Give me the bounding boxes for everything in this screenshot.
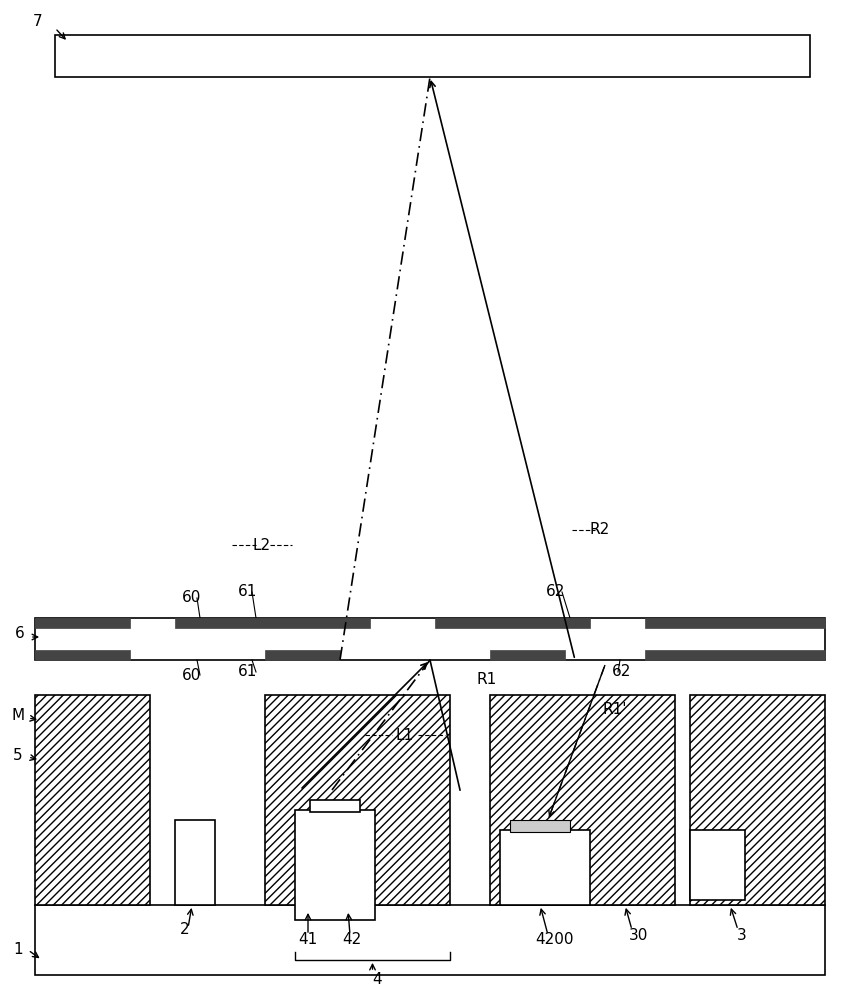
Text: 61: 61: [238, 664, 257, 680]
Bar: [645, 618, 825, 628]
Bar: [295, 810, 375, 920]
Text: 60: 60: [183, 668, 201, 682]
Bar: [690, 695, 825, 905]
Bar: [265, 695, 450, 905]
Bar: [35, 650, 130, 660]
Bar: [500, 830, 590, 905]
Text: 61: 61: [238, 584, 257, 599]
Text: 60: 60: [183, 590, 201, 605]
Text: M: M: [11, 708, 25, 722]
Text: 3: 3: [737, 928, 746, 942]
Bar: [690, 830, 745, 900]
Text: 42: 42: [343, 932, 362, 948]
Text: 5: 5: [13, 748, 22, 762]
Text: R1: R1: [477, 672, 497, 688]
Bar: [310, 800, 360, 812]
Bar: [490, 695, 675, 905]
Bar: [435, 618, 590, 628]
Text: R2: R2: [590, 522, 610, 538]
Bar: [35, 618, 130, 628]
Text: 1: 1: [13, 942, 22, 958]
Bar: [510, 820, 570, 832]
Text: 6: 6: [15, 626, 25, 641]
Text: 41: 41: [299, 932, 318, 948]
Bar: [645, 650, 825, 660]
Bar: [35, 618, 825, 660]
Bar: [490, 650, 565, 660]
Bar: [35, 905, 825, 975]
Text: R1': R1': [603, 702, 628, 718]
Text: 4: 4: [373, 972, 382, 988]
Text: 30: 30: [629, 928, 647, 942]
Text: 7: 7: [34, 14, 43, 29]
Bar: [175, 618, 370, 628]
Text: L2: L2: [253, 538, 271, 552]
Text: L1: L1: [396, 728, 414, 742]
Text: 2: 2: [180, 922, 189, 938]
Text: 62: 62: [547, 584, 566, 599]
Text: 4200: 4200: [536, 932, 574, 948]
Bar: [35, 695, 150, 905]
Bar: [265, 650, 340, 660]
Text: 62: 62: [612, 664, 632, 680]
Bar: [175, 820, 215, 905]
Bar: [55, 35, 810, 77]
